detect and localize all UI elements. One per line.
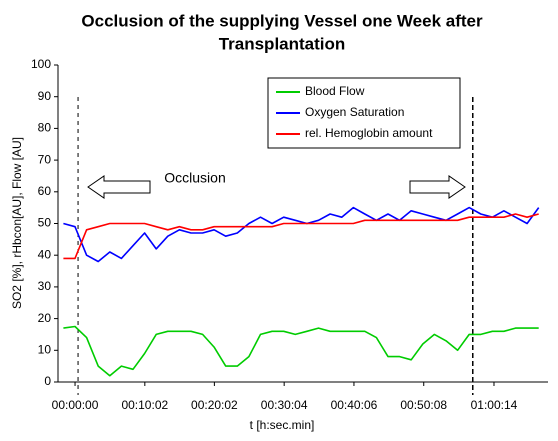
arrow-right <box>409 175 466 199</box>
legend-label: Oxygen Saturation <box>305 105 404 119</box>
x-tick-label: 01:00:14 <box>471 398 518 412</box>
x-axis-label: t [h:sec.min] <box>250 418 315 432</box>
y-tick-label: 50 <box>38 216 52 230</box>
x-tick-label: 00:50:08 <box>400 398 447 412</box>
annotation: Occlusion <box>164 170 225 186</box>
series-line <box>63 213 539 260</box>
y-tick-label: 80 <box>38 121 52 135</box>
y-tick-label: 0 <box>44 374 51 388</box>
y-tick-label: 20 <box>38 311 52 325</box>
y-tick-label: 70 <box>38 152 52 166</box>
chart-title: Occlusion of the supplying Vessel one We… <box>81 11 483 30</box>
y-tick-label: 90 <box>38 89 52 103</box>
x-tick-label: 00:10:02 <box>121 398 168 412</box>
x-tick-label: 00:00:00 <box>52 398 99 412</box>
arrow-left <box>87 175 151 199</box>
legend-label: rel. Hemoglobin amount <box>305 126 433 140</box>
y-tick-label: 60 <box>38 184 52 198</box>
x-tick-label: 00:40:06 <box>331 398 378 412</box>
x-tick-label: 00:20:02 <box>191 398 238 412</box>
y-axis-label: SO2 [%], rHbcon[AU], Flow [AU] <box>10 137 24 309</box>
legend-label: Blood Flow <box>305 84 365 98</box>
series-line <box>63 206 540 263</box>
y-tick-label: 30 <box>38 279 52 293</box>
chart-title: Transplantation <box>219 34 346 53</box>
y-tick-label: 10 <box>38 342 52 356</box>
series-line <box>63 325 539 377</box>
y-tick-label: 100 <box>31 57 51 71</box>
y-tick-label: 40 <box>38 247 52 261</box>
x-tick-label: 00:30:04 <box>261 398 308 412</box>
